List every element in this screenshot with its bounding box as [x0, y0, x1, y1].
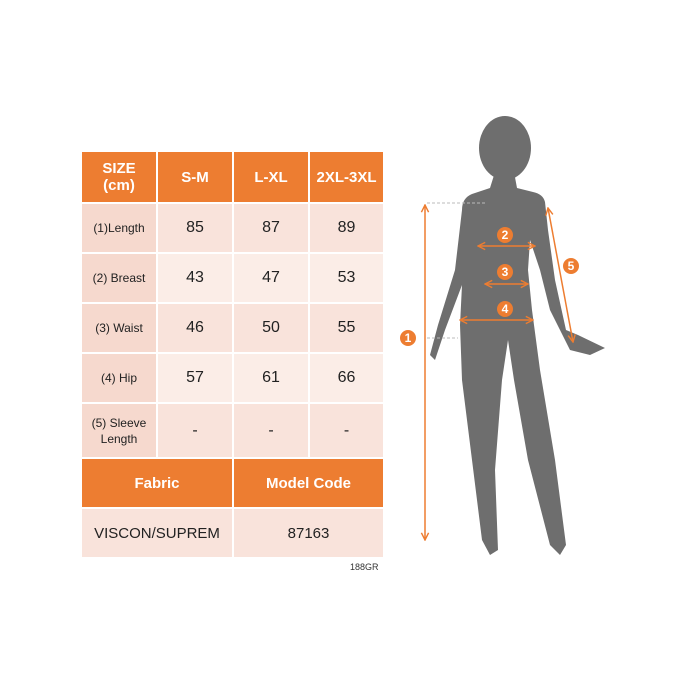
table-row: (3) Waist 46 50 55 [82, 304, 383, 352]
image-code: 188GR [350, 562, 379, 572]
row-label: (5) Sleeve Length [82, 404, 156, 457]
marker-1-icon [400, 330, 416, 346]
cell: 46 [158, 304, 232, 352]
size-col-header: S-M [158, 152, 232, 202]
fabric-header: Fabric [82, 459, 232, 507]
cell: 47 [234, 254, 308, 302]
marker-5-icon [563, 258, 579, 274]
cell: 61 [234, 354, 308, 402]
cell: 89 [310, 204, 383, 252]
silhouette-icon [430, 116, 605, 555]
table-row: (2) Breast 43 47 53 [82, 254, 383, 302]
size-header: SIZE (cm) [82, 152, 156, 202]
cell: 53 [310, 254, 383, 302]
row-label: (4) Hip [82, 354, 156, 402]
model-code-header: Model Code [234, 459, 383, 507]
marker-4-icon [497, 301, 513, 317]
cell: 55 [310, 304, 383, 352]
cell: 50 [234, 304, 308, 352]
size-col-header: L-XL [234, 152, 308, 202]
table-row: (4) Hip 57 61 66 [82, 354, 383, 402]
size-table: SIZE (cm) S-M L-XL 2XL-3XL (1)Length 85 87 8… [80, 150, 385, 559]
cell: - [158, 404, 232, 457]
cell: 85 [158, 204, 232, 252]
row-label: (2) Breast [82, 254, 156, 302]
row-label: (3) Waist [82, 304, 156, 352]
measure-lines [425, 202, 573, 540]
cell: 43 [158, 254, 232, 302]
model-code-value: 87163 [234, 509, 383, 557]
row-label: (1)Length [82, 204, 156, 252]
size-col-header: 2XL-3XL [310, 152, 383, 202]
cell: 66 [310, 354, 383, 402]
marker-3: 3 [502, 265, 509, 279]
fabric-value: VISCON/SUPREM [82, 509, 232, 557]
marker-3-icon [497, 264, 513, 280]
marker-2: 2 [502, 228, 509, 242]
unit-label: (cm) [103, 177, 135, 194]
table-row: (1)Length 85 87 89 [82, 204, 383, 252]
marker-1: 1 [405, 331, 412, 345]
table-row: (5) Sleeve Length - - - [82, 404, 383, 457]
cell: 57 [158, 354, 232, 402]
marker-2-icon [497, 227, 513, 243]
marker-4: 4 [502, 302, 509, 316]
marker-5: 5 [568, 259, 575, 273]
size-label: SIZE [102, 160, 136, 177]
cell: 87 [234, 204, 308, 252]
cell: - [234, 404, 308, 457]
cell: - [310, 404, 383, 457]
body-silhouette-figure: 1 2 3 4 5 [400, 116, 605, 555]
